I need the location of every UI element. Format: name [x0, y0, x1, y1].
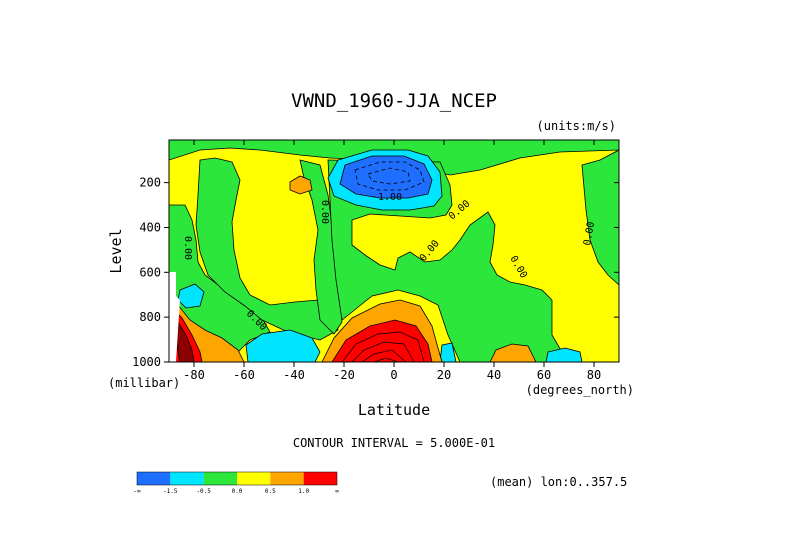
contour-label-zero-1: 0.00	[319, 200, 330, 224]
y-tick-label: 1000	[132, 355, 161, 369]
field-missing	[169, 272, 180, 362]
x-tick-label: -40	[283, 368, 305, 382]
y-axis-label: Level	[107, 228, 125, 273]
colorbar-swatch	[137, 472, 171, 485]
contour-field: -1.00 0.00 0.00 0.00 0.00 0.00 0.00 0.00	[169, 140, 619, 362]
colorbar-swatch	[237, 472, 271, 485]
contour-interval: CONTOUR INTERVAL = 5.000E-01	[293, 436, 495, 450]
y-tick-label: 800	[139, 310, 161, 324]
field-cyan-midlat	[545, 347, 583, 362]
equator-inner-contours	[341, 331, 425, 362]
colorbar-tick-label: 0.5	[265, 488, 276, 495]
y-tick-label: 600	[139, 265, 161, 279]
colorbar-swatch	[270, 472, 304, 485]
y-tick-label: 400	[139, 220, 161, 234]
field-cyan-lower	[245, 329, 321, 362]
x-axis: -80 -60 -40 -20 0 20 40 60 80	[183, 140, 601, 382]
x-tick-label: -20	[333, 368, 355, 382]
contour-label-zero-7: 0.00	[582, 221, 597, 247]
x-axis-label: Latitude	[358, 401, 430, 419]
y-axis-units: (millibar)	[108, 376, 180, 390]
colorbar-swatch	[303, 472, 337, 485]
field-green-right	[581, 149, 619, 286]
field-red-equator	[331, 319, 433, 362]
colorbar-tick-label: -1.5	[163, 488, 178, 495]
field-blue-jet	[339, 155, 433, 199]
x-tick-label: -60	[233, 368, 255, 382]
colorbar-tick-label: 0.0	[232, 488, 243, 495]
field-green-center	[327, 159, 581, 362]
x-tick-label: 0	[390, 368, 397, 382]
colorbar-tick-label: ∞	[335, 488, 339, 495]
field-green-column	[299, 159, 343, 335]
colorbar-swatch	[203, 472, 237, 485]
x-tick-label: 40	[487, 368, 501, 382]
colorbar-tick-label: 1.0	[298, 488, 309, 495]
y-tick-label: 200	[139, 176, 161, 190]
x-tick-label: 60	[537, 368, 551, 382]
units-label: (units:m/s)	[537, 119, 616, 133]
colorbar-swatch	[170, 472, 204, 485]
jet-inner-contours	[354, 161, 425, 191]
x-tick-label: 80	[587, 368, 601, 382]
contour-label-zero-5: 0.00	[182, 236, 193, 260]
colorbar-frame	[136, 471, 338, 486]
colorbar-tick-label: -∞	[133, 488, 141, 495]
colorbar: -∞ -1.5 -0.5 0.0 0.5 1.0 ∞	[133, 471, 339, 495]
chart-title: VWND_1960-JJA_NCEP	[291, 90, 497, 112]
x-axis-units: (degrees_north)	[526, 383, 634, 397]
x-tick-label: -80	[183, 368, 205, 382]
field-orange-blob	[289, 175, 313, 195]
colorbar-tick-label: -0.5	[196, 488, 211, 495]
y-axis: 200 400 600 800 1000	[132, 176, 619, 369]
x-tick-label: 20	[437, 368, 451, 382]
field-orange-north	[489, 343, 537, 362]
mean-label: (mean) lon:0..357.5	[490, 475, 627, 489]
contour-label-jet: -1.00	[372, 192, 402, 203]
